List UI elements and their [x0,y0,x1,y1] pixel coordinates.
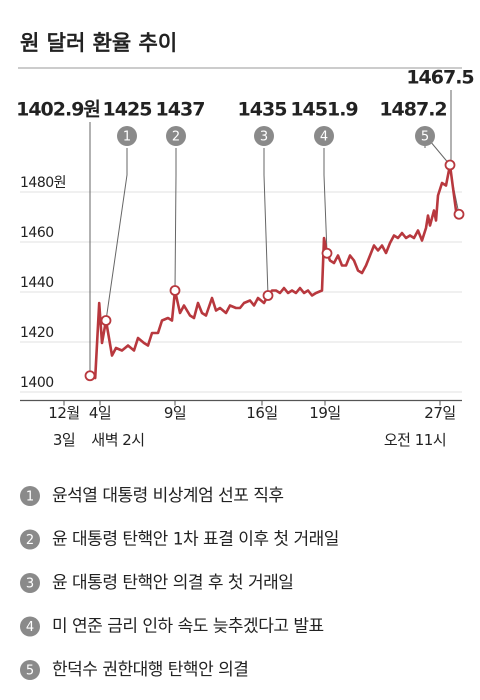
x-sublabel: 새벽 2시 [91,431,144,449]
note-number: 3 [26,577,34,592]
leader-line [323,148,328,254]
x-tick-label: 19일 [309,404,340,422]
x-tick-label: 16일 [246,404,277,422]
note-badge [20,660,40,680]
note-text: 한덕수 권한대행 탄핵안 의결 [52,660,248,680]
y-tick-label: 1480원 [20,175,66,191]
callout-label: 1451.9 [290,99,357,121]
callout-label: 1467.5 [406,67,473,89]
callout-label: 1437 [156,99,205,121]
callout-point [262,290,274,301]
callout-label: 1402.9원 [16,99,100,121]
x-tick-label: 9일 [164,404,186,422]
badge [254,126,274,146]
note-number: 5 [26,664,34,679]
x-sublabel: 3일 [53,431,75,449]
note-text: 윤석열 대통령 비상계엄 선포 직후 [52,486,284,506]
badge-number: 5 [421,130,429,145]
chart-title: 원 달러 환율 추이 [20,31,177,55]
y-tick-label: 1400 [20,375,54,391]
leader-line [263,148,269,296]
callout-point [444,159,456,171]
badge [117,126,137,146]
y-tick-label: 1460 [20,225,54,241]
note-text: 윤 대통령 탄핵안 의결 후 첫 거래일 [52,573,293,593]
badge-number: 1 [123,130,131,145]
callout-point [321,247,333,259]
note-text: 미 연준 금리 인하 속도 늦추겠다고 발표 [52,617,324,637]
x-tick-label: 12월 [48,404,79,422]
y-tick-label: 1420 [20,325,54,341]
note-badge [20,616,40,637]
note-badge [20,486,40,506]
x-sublabel: 오전 11시 [384,431,446,449]
note-number: 4 [26,620,34,635]
callout-point [84,370,96,382]
badge [314,126,334,146]
y-tick-label: 1440 [20,275,54,291]
badge-number: 3 [260,130,268,145]
badge-number: 2 [172,130,180,145]
badge-number: 4 [320,130,328,145]
x-tick-label: 4일 [89,404,111,422]
callout-point [169,285,181,296]
callout-label: 1425 [103,99,152,121]
note-number: 2 [26,533,34,548]
note-number: 1 [26,490,34,505]
leader-line [174,148,177,291]
badge [415,126,435,146]
note-text: 윤 대통령 탄핵안 1차 표결 이후 첫 거래일 [52,530,339,550]
callout-point [100,315,112,326]
note-badge [20,529,40,550]
badge [166,126,186,146]
callout-point [453,208,465,220]
note-badge [20,573,40,593]
callout-label: 1487.2 [379,99,446,121]
leader-line [105,148,128,321]
x-tick-label: 27일 [424,404,455,422]
callout-label: 1435 [238,99,287,121]
line-series [89,163,461,380]
